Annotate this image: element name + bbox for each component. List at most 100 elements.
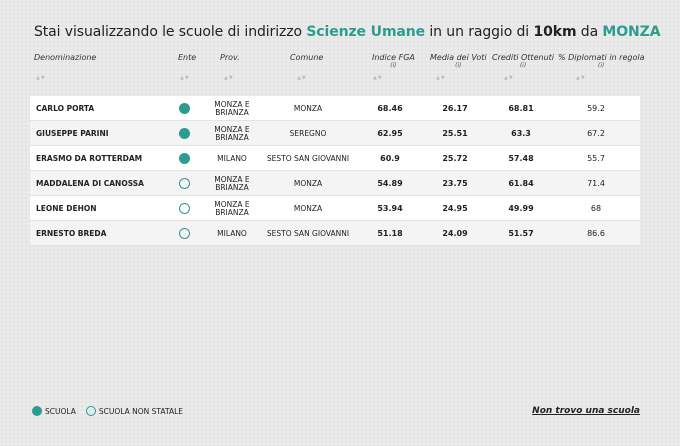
table-row[interactable]: ERASMO DA ROTTERDAM MILANO SESTO SAN GIOVA… [30, 146, 640, 171]
crediti-cell: 61.84 [508, 178, 534, 188]
ente-cell [179, 196, 190, 221]
header-fga[interactable]: Indice FGA (i) [372, 53, 415, 69]
diplomati-cell: 67.2 [587, 128, 605, 138]
prov-cell: MILANO [202, 146, 262, 171]
prov-line1: MONZA E [214, 99, 250, 109]
page-title: Stai visualizzando le scuole di indirizz… [34, 24, 661, 40]
table-row[interactable]: ERNESTO BREDA MILANO SESTO SAN GIOVANNI 51.… [30, 221, 640, 246]
empty-circle-icon [179, 178, 190, 189]
title-citta: MONZA [602, 24, 661, 40]
header-diplomati[interactable]: % Diplomati in regola (i) [558, 53, 645, 69]
prov-line1: MONZA E [214, 199, 250, 209]
media-cell: 26.17 [442, 103, 468, 113]
table-row[interactable]: MADDALENA DI CANOSSA MONZA E BRIANZA MONZA 5… [30, 171, 640, 196]
ente-cell [179, 221, 190, 246]
prov-cell: MONZA E BRIANZA [202, 171, 262, 196]
legend-label-non-statale: SCUOLA NON STATALE [98, 406, 183, 416]
header-ente[interactable]: Ente [178, 53, 197, 62]
comune-cell: SEREGNO [289, 128, 327, 138]
crediti-cell: 49.99 [508, 203, 534, 213]
header-crediti[interactable]: Crediti Ottenuti (i) [492, 53, 554, 69]
fga-cell: 53.94 [377, 203, 403, 213]
school-name[interactable]: ERASMO DA ROTTERDAM [36, 153, 143, 163]
legend-item-scuola: SCUOLA [32, 406, 76, 416]
info-crediti-icon[interactable]: (i) [519, 62, 527, 69]
header-comune[interactable]: Comune [290, 53, 324, 62]
fga-cell: 68.46 [377, 103, 403, 113]
sort-comune-icon[interactable]: ▲▼ [297, 75, 307, 81]
school-name[interactable]: CARLO PORTA [36, 103, 95, 113]
school-name[interactable]: MADDALENA DI CANOSSA [36, 178, 144, 188]
diplomati-cell: 55.7 [587, 153, 605, 163]
comune-cell: SESTO SAN GIOVANNI [266, 228, 350, 238]
media-cell: 23.75 [442, 178, 468, 188]
sort-prov-icon[interactable]: ▲▼ [224, 75, 234, 81]
media-cell: 24.95 [442, 203, 468, 213]
prov-line1: MONZA E [214, 174, 250, 184]
school-table: CARLO PORTA MONZA E BRIANZA MONZA 68.46 26.17… [30, 96, 640, 246]
prov-line1: MONZA E [214, 124, 250, 134]
title-da: da [576, 24, 603, 40]
fga-cell: 62.95 [377, 128, 403, 138]
sort-ente-icon[interactable]: ▲▼ [180, 75, 190, 81]
media-cell: 25.72 [442, 153, 468, 163]
sort-fga-icon[interactable]: ▲▼ [373, 75, 383, 81]
prov-cell: MONZA E BRIANZA [202, 96, 262, 121]
sort-denominazione-icon[interactable]: ▲▼ [36, 75, 46, 81]
table-row[interactable]: LEONE DEHON MONZA E BRIANZA MONZA 53.94 24.95… [30, 196, 640, 221]
info-media-icon[interactable]: (i) [455, 62, 462, 69]
empty-circle-icon [179, 203, 190, 214]
crediti-cell: 51.57 [508, 228, 534, 238]
school-name[interactable]: LEONE DEHON [36, 203, 97, 213]
sort-crediti-icon[interactable]: ▲▼ [504, 75, 514, 81]
diplomati-cell: 71.4 [587, 178, 605, 188]
prov-line1: MILANO [217, 153, 247, 163]
sort-media-icon[interactable]: ▲▼ [436, 75, 446, 81]
table-row[interactable]: GIUSEPPE PARINI MONZA E BRIANZA SEREGNO 62.9… [30, 121, 640, 146]
prov-line2: BRIANZA [215, 182, 249, 192]
non-trovo-link[interactable]: Non trovo una scuola [532, 406, 640, 416]
school-name[interactable]: GIUSEPPE PARINI [36, 128, 109, 138]
comune-cell: MONZA [293, 203, 323, 213]
table-row[interactable]: CARLO PORTA MONZA E BRIANZA MONZA 68.46 26.17… [30, 96, 640, 121]
filled-circle-icon [32, 406, 42, 416]
crediti-cell: 63.3 [511, 128, 531, 138]
filled-circle-icon [179, 128, 190, 139]
school-name[interactable]: ERNESTO BREDA [36, 228, 107, 238]
info-fga-icon[interactable]: (i) [390, 62, 397, 69]
comune-cell: MONZA [293, 178, 323, 188]
legend: SCUOLA SCUOLA NON STATALE [32, 406, 193, 416]
header-denominazione[interactable]: Denominazione [34, 53, 97, 62]
comune-cell: SESTO SAN GIOVANNI [266, 153, 350, 163]
sort-diplomati-icon[interactable]: ▲▼ [576, 75, 586, 81]
prov-line1: MILANO [217, 228, 247, 238]
empty-circle-icon [179, 228, 190, 239]
diplomati-cell: 59.2 [587, 103, 605, 113]
title-prefix: Stai visualizzando le scuole di indirizz… [34, 24, 307, 40]
fga-cell: 51.18 [377, 228, 403, 238]
table-header: Denominazione ▲▼ Ente ▲▼ Prov. ▲▼ Comune… [30, 53, 644, 87]
prov-cell: MILANO [202, 221, 262, 246]
prov-cell: MONZA E BRIANZA [202, 121, 262, 146]
media-cell: 25.51 [442, 128, 468, 138]
title-indirizzo: Scienze Umane [306, 24, 426, 40]
ente-cell [179, 146, 190, 171]
header-media[interactable]: Media dei Voti (i) [430, 53, 487, 69]
ente-cell [179, 171, 190, 196]
legend-label-scuola: SCUOLA [45, 406, 76, 416]
prov-cell: MONZA E BRIANZA [202, 196, 262, 221]
media-cell: 24.09 [442, 228, 468, 238]
legend-item-non-statale: SCUOLA NON STATALE [85, 406, 183, 416]
comune-cell: MONZA [293, 103, 323, 113]
filled-circle-icon [179, 103, 190, 114]
prov-line2: BRIANZA [215, 132, 249, 142]
prov-line2: BRIANZA [215, 207, 249, 217]
crediti-cell: 57.48 [508, 153, 534, 163]
diplomati-cell: 86.6 [587, 228, 605, 238]
title-raggio: 10km [533, 24, 577, 40]
info-diplomati-icon[interactable]: (i) [598, 62, 605, 69]
ente-cell [179, 96, 190, 121]
fga-cell: 60.9 [380, 153, 400, 163]
header-prov[interactable]: Prov. [220, 53, 240, 62]
filled-circle-icon [179, 153, 190, 164]
